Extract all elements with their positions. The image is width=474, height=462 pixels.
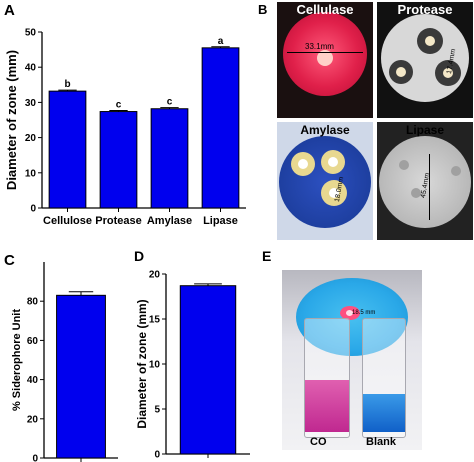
cellulase-plate-photo: Cellulase 33.1mm [277,2,373,118]
panel-label-d: D [134,248,145,264]
chart-a-significance-letter: a [218,36,224,47]
chart-a-y-axis-label: Diameter of zone (mm) [4,50,19,190]
chart-a-y-tick-label: 50 [25,28,37,39]
chart-a-significance-letter: b [64,79,70,90]
cas-measure: 18.5 mm [352,310,376,316]
chart-a-diameter-by-enzyme: 0 10 20 30 40 50 b Cellulose c Protease c Amylase a L… [4,28,246,227]
chart-a-significance-letter: c [116,99,122,110]
chart-c-bar [56,294,106,459]
chart-a-category-label: Protease [95,215,141,227]
cellulase-title: Cellulase [296,2,354,17]
amylase-colony-2 [328,157,338,167]
lipase-colony-2 [451,166,461,176]
chart-c-siderophore: 0 20 40 60 80 % Siderophore Unit [11,262,118,462]
protease-plate-photo: Protease 17.4mm [377,2,473,118]
chart-a-bar [201,47,240,209]
chart-a-y-tick-label: 10 [25,168,37,179]
tube-blank-label: Blank [366,436,396,448]
cellulase-measure-line [287,52,363,53]
chart-c-y-tick-label: 20 [27,414,39,425]
chart-a-category-label: Amylase [147,215,192,227]
chart-a-bar [150,108,189,209]
chart-a-y-tick-label: 30 [25,98,37,109]
chart-d-y-tick-label: 10 [149,360,161,371]
tube-blank-liquid [363,394,405,432]
tube-co-label: CO [310,436,327,448]
protease-colony-3 [443,68,453,78]
amylase-colony-1 [298,159,308,169]
siderophore-photo: 18.5 mm CO Blank [282,270,422,450]
chart-c-y-tick-label: 80 [27,297,39,308]
chart-d-diameter: 0 5 10 15 20 Diameter of zone (mm) [135,270,250,461]
cas-colony [346,310,353,316]
chart-a-y-tick-label: 40 [25,63,37,74]
chart-d-y-tick-label: 15 [149,315,161,326]
chart-a-y-tick-label: 20 [25,133,37,144]
panel-label-e: E [262,248,272,264]
chart-a-significance-letter: c [167,97,173,108]
chart-c-y-tick-label: 40 [27,375,39,386]
plate-photo-grid: Cellulase 33.1mm Protease 17.4mm Amylase… [277,2,473,240]
panel-label-b: B [258,2,268,17]
chart-d-y-tick-label: 5 [154,405,160,416]
chart-d-y-tick-label: 20 [149,270,161,281]
tube-co-liquid [305,380,349,432]
panel-label-c: C [4,252,15,269]
cellulase-colony [317,50,333,66]
chart-a-bar [99,111,138,209]
lipase-title: Lipase [405,123,444,137]
chart-d-y-tick-label: 0 [154,450,160,461]
protease-colony-1 [425,36,435,46]
protease-colony-2 [396,67,406,77]
amylase-title: Amylase [300,123,350,137]
panel-label-a: A [4,2,15,19]
amylase-colony-3 [329,188,339,198]
protease-title: Protease [397,2,453,17]
lipase-plate [379,136,471,228]
lipase-measure-line [429,154,430,220]
lipase-colony-3 [411,188,421,198]
chart-a-y-tick-label: 0 [30,204,36,215]
lipase-colony-1 [399,160,409,170]
chart-a-bar [48,90,87,209]
chart-a-category-label: Cellulose [43,215,92,227]
chart-a-category-label: Lipase [203,215,238,227]
chart-d-y-axis-label: Diameter of zone (mm) [135,299,149,428]
lipase-plate-photo: Lipase 45.4mm [377,122,473,240]
chart-d-bar [179,285,237,455]
cellulase-measure: 33.1mm [305,42,334,51]
amylase-plate-photo: Amylase 18.0mm [277,122,373,240]
chart-c-y-tick-label: 60 [27,336,39,347]
chart-c-y-axis-label: % Siderophore Unit [11,309,23,411]
chart-c-y-tick-label: 0 [32,454,38,462]
